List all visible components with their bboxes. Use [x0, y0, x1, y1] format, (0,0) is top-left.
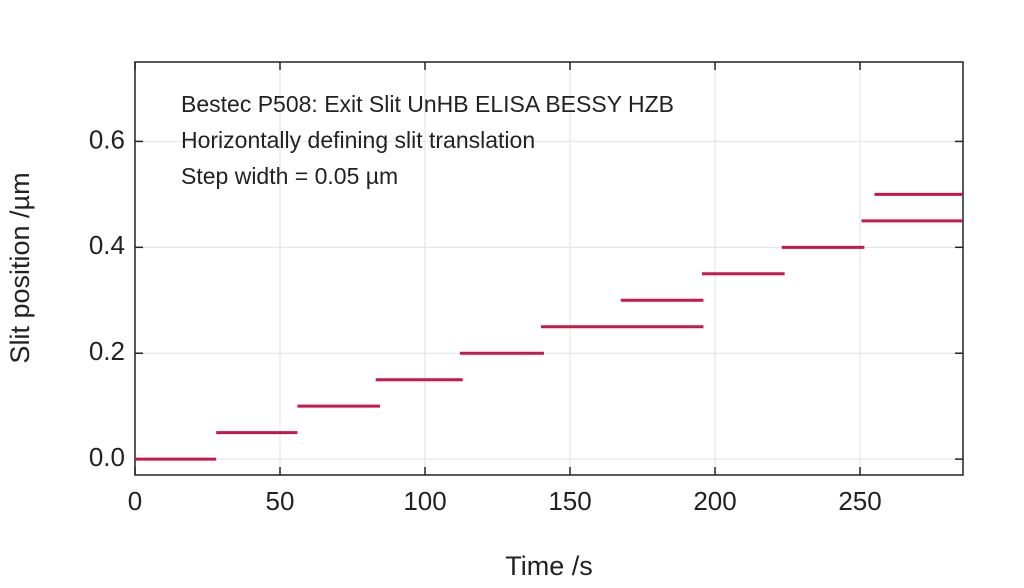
x-axis-title: Time /s — [505, 551, 593, 581]
x-tick-label: 200 — [693, 486, 736, 516]
x-tick-label: 250 — [838, 486, 881, 516]
y-tick-label: 0.6 — [89, 124, 125, 154]
annotation: Step width = 0.05 µm — [181, 163, 398, 189]
y-axis-title: Slit position /µm — [5, 172, 35, 363]
y-tick-label: 0.4 — [89, 230, 125, 260]
y-tick-label: 0.2 — [89, 336, 125, 366]
annotation: Horizontally defining slit translation — [181, 127, 535, 153]
x-tick-label: 50 — [266, 486, 295, 516]
data-line — [135, 192, 963, 461]
x-tick-label: 100 — [403, 486, 446, 516]
x-tick-label: 0 — [128, 486, 142, 516]
annotation: Bestec P508: Exit Slit UnHB ELISA BESSY … — [181, 91, 674, 117]
plot-frame — [134, 61, 964, 476]
y-tick-label: 0.0 — [89, 442, 125, 472]
x-tick-label: 150 — [548, 486, 591, 516]
